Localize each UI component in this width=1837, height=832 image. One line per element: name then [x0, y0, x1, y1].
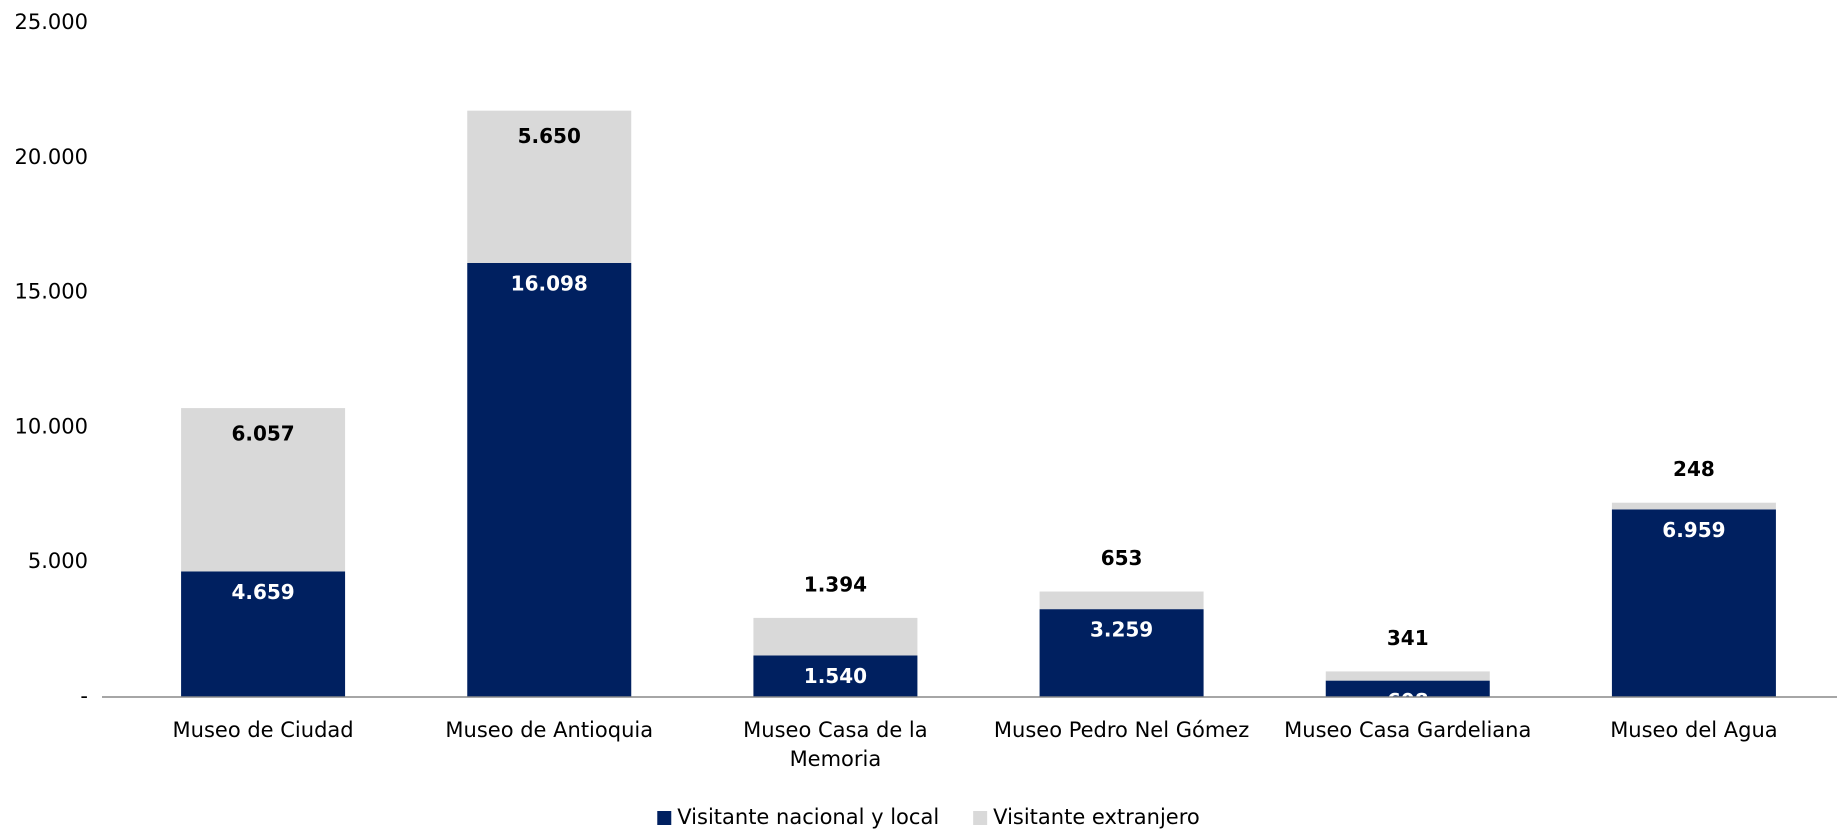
data-label: 653 [1101, 546, 1143, 570]
data-label: 6.959 [1662, 518, 1725, 542]
data-label: 6.057 [231, 422, 294, 446]
bar-segment [1611, 502, 1776, 510]
x-tick-label: Museo Casa Gardeliana [1284, 718, 1531, 742]
data-label: 16.098 [511, 271, 588, 295]
legend-swatch [657, 811, 672, 825]
legend-label: Visitante extranjero [993, 805, 1200, 829]
bar-segment [1039, 591, 1204, 610]
y-tick-label: 25.000 [15, 10, 88, 34]
y-tick-label: 10.000 [15, 414, 88, 438]
data-label: 341 [1387, 626, 1429, 650]
y-tick-label: - [80, 684, 88, 708]
bar-segment [1325, 680, 1490, 697]
data-label: 3.259 [1090, 618, 1153, 642]
bar-segment [467, 262, 632, 697]
bar-segment [1611, 509, 1776, 697]
data-label: 4.659 [231, 580, 294, 604]
x-tick-label: Museo de Ciudad [173, 718, 354, 742]
data-label: 5.650 [518, 124, 581, 148]
data-label: 608 [1387, 689, 1429, 713]
y-tick-label: 20.000 [15, 145, 88, 169]
data-label: 248 [1673, 457, 1715, 481]
x-tick-label: Museo Casa de la Memoria [743, 718, 927, 771]
bar-segment [1039, 609, 1204, 697]
bar-segment [753, 617, 918, 656]
data-label: 1.540 [804, 664, 867, 688]
data-label: 1.394 [804, 572, 867, 596]
bar-segment [181, 408, 346, 572]
x-tick-label: Museo de Antioquia [445, 718, 653, 742]
bar-segment [1325, 671, 1490, 681]
x-tick-label: Museo Pedro Nel Gómez [994, 718, 1249, 742]
y-tick-label: 5.000 [28, 549, 88, 573]
legend-swatch [973, 811, 988, 825]
x-tick-label: Museo del Agua [1610, 718, 1777, 742]
legend-label: Visitante nacional y local [677, 805, 939, 829]
legend: Visitante nacional y local Visitante extr… [657, 805, 1200, 829]
bar-segment [753, 655, 918, 697]
bar-segment [467, 110, 632, 263]
bar-segment [181, 571, 346, 697]
y-tick-label: 15.000 [15, 280, 88, 304]
